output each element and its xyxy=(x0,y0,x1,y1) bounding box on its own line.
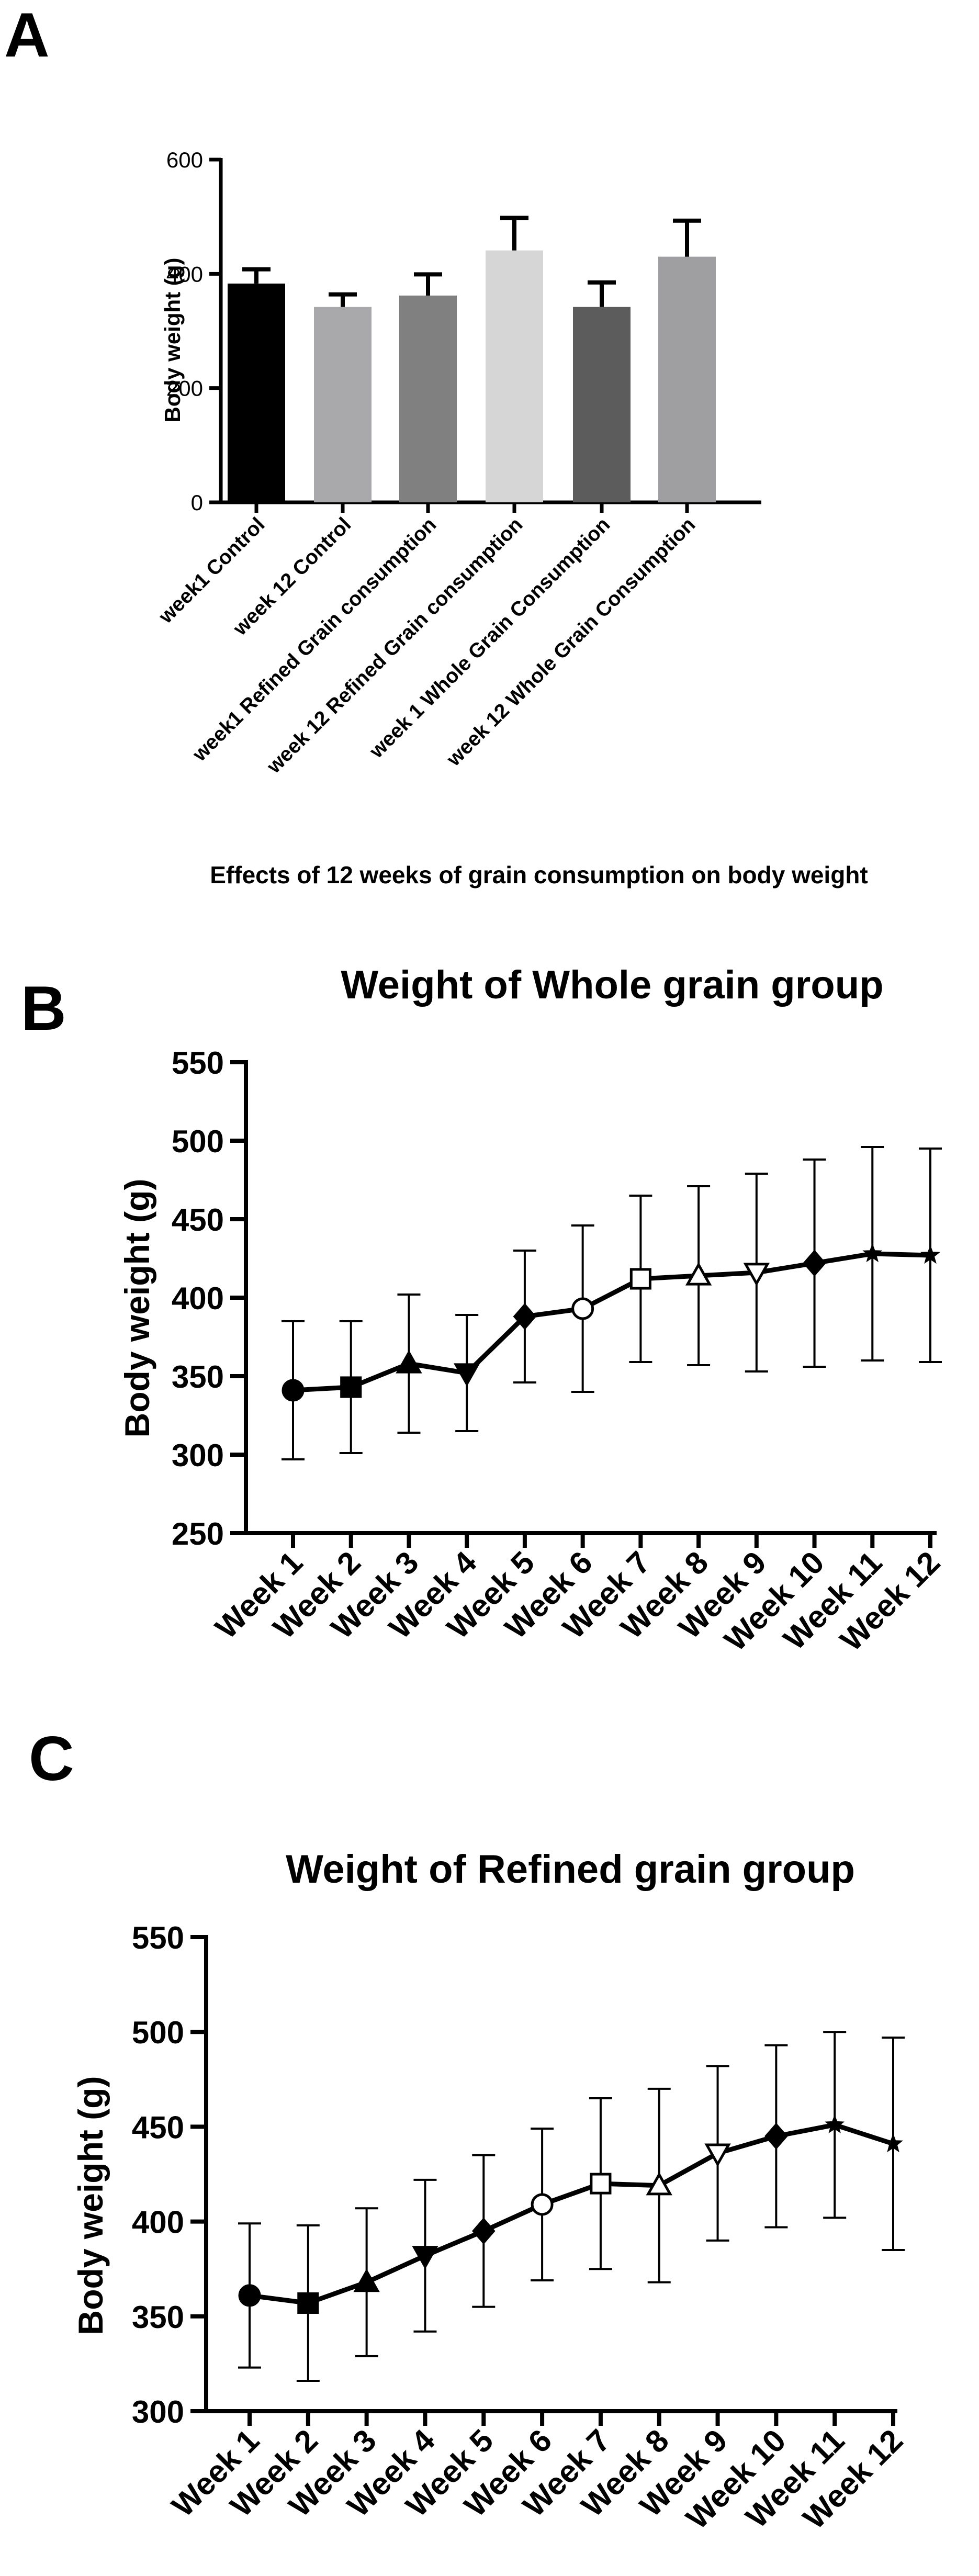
chart-b-y-tick-label: 300 xyxy=(172,1438,224,1473)
chart-c-data-point xyxy=(471,2218,496,2245)
chart-b-data-point xyxy=(920,1245,941,1264)
chart-b-data-point xyxy=(862,1243,883,1263)
panel-a-letter: A xyxy=(4,0,50,70)
chart-c-line: Weight of Refined grain group Body weigh… xyxy=(71,1847,909,2536)
chart-c-data-point xyxy=(238,2284,261,2307)
chart-c-series-line xyxy=(249,2122,894,2305)
chart-c-data-point xyxy=(704,2143,731,2167)
chart-c-title: Weight of Refined grain group xyxy=(286,1847,855,1892)
chart-a-bar xyxy=(228,283,285,502)
chart-a-bar xyxy=(658,256,716,502)
panel-b-letter: B xyxy=(21,973,66,1043)
chart-a-caption: Effects of 12 weeks of grain consumption… xyxy=(210,861,868,888)
chart-a-bar xyxy=(573,307,631,502)
chart-a-bar: Effects of 12 weeks of grain consumption… xyxy=(154,148,868,888)
chart-b-y-tick-label: 450 xyxy=(172,1202,224,1238)
chart-c-data-point xyxy=(412,2246,438,2269)
chart-b-data-point xyxy=(396,1350,422,1374)
chart-a-y-tick-label: 0 xyxy=(191,490,203,515)
chart-b-data-point xyxy=(685,1262,712,1286)
chart-b-y-axis-label: Body weight (g) xyxy=(118,1179,156,1438)
chart-b-series-line xyxy=(292,1251,931,1393)
chart-c-y-tick-label: 550 xyxy=(132,1920,184,1955)
chart-b-data-point xyxy=(629,1268,651,1290)
chart-c-data-point xyxy=(297,2292,319,2314)
panel-c-letter: C xyxy=(29,1724,74,1794)
chart-c-y-tick-label: 400 xyxy=(132,2205,184,2240)
chart-a-bar xyxy=(486,250,543,502)
chart-a-y-tick-label: 400 xyxy=(166,262,203,286)
chart-a-y-axis-label: Body weight (g) xyxy=(160,258,185,423)
chart-c-data-point xyxy=(646,2172,672,2196)
chart-c-y-axis-label: Body weight (g) xyxy=(71,2076,110,2335)
chart-c-data-point xyxy=(764,2122,788,2150)
chart-c-data-point xyxy=(590,2173,612,2195)
chart-c-data-point xyxy=(531,2193,554,2216)
chart-a-y-tick-label: 600 xyxy=(166,148,203,172)
chart-b-data-point xyxy=(282,1379,305,1402)
chart-b-data-point xyxy=(454,1363,480,1387)
chart-b-title: Weight of Whole grain group xyxy=(341,963,883,1007)
chart-b-y-tick-label: 550 xyxy=(172,1045,224,1081)
chart-c-y-tick-label: 500 xyxy=(132,2015,184,2050)
chart-b-y-tick-label: 500 xyxy=(172,1124,224,1159)
chart-c-y-tick-label: 450 xyxy=(132,2110,184,2145)
chart-b-data-point xyxy=(340,1376,362,1398)
chart-c-y-tick-label: 300 xyxy=(132,2394,184,2429)
chart-a-bar xyxy=(314,307,372,502)
chart-c-data-point xyxy=(353,2268,380,2292)
chart-b-y-tick-label: 350 xyxy=(172,1359,224,1394)
chart-a-bar xyxy=(399,295,457,502)
chart-b-y-tick-label: 400 xyxy=(172,1281,224,1316)
chart-b-line: Weight of Whole grain group Body weight … xyxy=(118,963,947,1658)
chart-c-y-tick-label: 350 xyxy=(132,2300,184,2335)
chart-a-y-tick-label: 200 xyxy=(166,376,203,401)
chart-c-data-point xyxy=(825,2114,845,2133)
chart-b-data-point xyxy=(513,1303,537,1330)
chart-b-y-tick-label: 250 xyxy=(172,1516,224,1551)
chart-b-data-point xyxy=(803,1250,826,1277)
chart-c-data-point xyxy=(883,2133,904,2153)
chart-b-data-point xyxy=(571,1297,594,1320)
chart-b-data-point xyxy=(743,1263,770,1286)
